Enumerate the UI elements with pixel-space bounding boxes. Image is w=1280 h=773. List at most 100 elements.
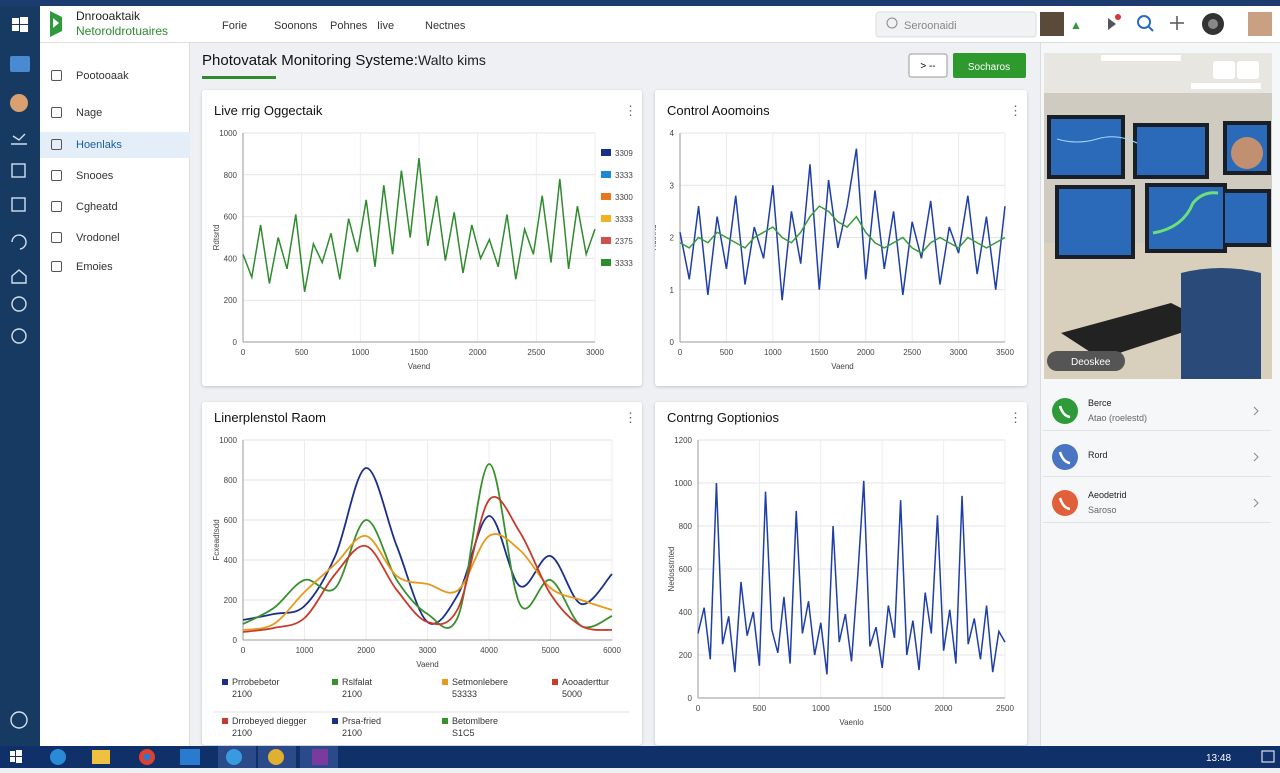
x-tick-label: 1500 (810, 348, 828, 357)
contact-detail: Saroso (1088, 505, 1117, 515)
x-tick-label: 500 (753, 704, 767, 713)
search-placeholder: Seroonaidi (904, 20, 957, 32)
y-axis-label: Rdtsrtd (212, 225, 221, 251)
x-tick-label: 2500 (996, 704, 1014, 713)
contact-item[interactable]: Berce Atao (roelestd) (1043, 387, 1271, 431)
sidebar-icon (51, 70, 62, 81)
y-tick-label: 800 (224, 171, 238, 180)
x-tick-label: 2500 (527, 348, 545, 357)
sidebar-icon (51, 107, 62, 118)
chart: Live rrig Oggectaik ⋮ 0 200 400 600 800 1000 0 50… (212, 103, 637, 371)
legend-note: S1C5 (452, 728, 475, 738)
x-tick-label: 5000 (542, 646, 560, 655)
nav-link[interactable]: Forie (222, 20, 247, 32)
sidebar-icon (51, 201, 62, 212)
x-tick-label: 1000 (764, 348, 782, 357)
y-axis-label: Rdtnrtd (655, 224, 658, 250)
right-panel: Deoskee (1040, 43, 1280, 746)
y-tick-label: 0 (688, 694, 693, 703)
contact-avatar (1052, 398, 1078, 424)
add-icon[interactable] (1170, 16, 1184, 30)
sidebar-label: Emoies (76, 261, 113, 273)
icon-rail (0, 6, 40, 746)
legend-label: 3333 (615, 259, 633, 268)
chart-card: Live rrig Oggectaik ⋮ 0 200 400 600 800 1000 0 50… (202, 90, 642, 386)
sidebar-item[interactable]: Nage (40, 100, 190, 126)
y-axis-label: Fcxeadtsdd (212, 519, 221, 560)
y-tick-label: 600 (224, 213, 238, 222)
nav-link[interactable]: Soonons (274, 20, 318, 32)
legend-note: 2100 (232, 728, 252, 738)
x-tick-label: 0 (696, 704, 701, 713)
x-tick-label: 0 (241, 646, 246, 655)
chart: Contrng Goptionios ⋮ 0 200 400 600 800 1000 1200… (667, 410, 1022, 727)
nav-link[interactable]: Iive (377, 20, 394, 32)
x-tick-label: 3500 (996, 348, 1014, 357)
x-tick-label: 1500 (873, 704, 891, 713)
search-icon[interactable] (1137, 15, 1151, 29)
legend-label: Betomlbere (452, 716, 498, 726)
chart: Control Aoomoins ⋮ 0 1 2 3 4 0 500 1000 1500 2000 25… (655, 103, 1022, 371)
user-avatar[interactable] (1248, 12, 1272, 36)
nav-icon[interactable] (1108, 18, 1116, 30)
x-tick-label: 2500 (903, 348, 921, 357)
nav-bar: Dnrooaktaik Netoroldrotuaires Forie Soono… (50, 9, 1272, 38)
chart-title: Control Aoomoins (667, 103, 770, 118)
chart-title: Contrng Goptionios (667, 410, 780, 425)
secondary-button-label: > -- (920, 61, 935, 72)
sidebar-icon (51, 139, 62, 150)
sidebar-label: Snooes (76, 170, 114, 182)
photo: Deoskee (1044, 53, 1272, 379)
sidebar-item[interactable]: Pootooaak (40, 63, 190, 89)
sidebar-item[interactable]: Vrodonel (40, 225, 190, 251)
x-axis-label: Vaend (416, 660, 439, 669)
legend-swatch (332, 718, 338, 724)
x-axis-label: Vaend (408, 362, 431, 371)
sidebar-item[interactable]: Snooes (40, 163, 190, 189)
search-box[interactable] (875, 11, 1037, 38)
contact-avatar (1052, 444, 1078, 470)
x-tick-label: 0 (678, 348, 683, 357)
data-line (679, 148, 1006, 301)
secondary-button[interactable] (908, 53, 948, 78)
contact-item[interactable]: Rord (1043, 433, 1271, 477)
chevron (1253, 498, 1259, 508)
y-tick-label: 400 (224, 556, 238, 565)
x-axis-label: Vaenlo (839, 718, 864, 727)
y-tick-label: 2 (670, 234, 675, 243)
nav-link[interactable]: Nectnes (425, 20, 466, 32)
page-subtitle: Walto kims (418, 52, 486, 68)
taskbar-svg: 13:48 (10, 746, 1275, 768)
legend-note: 5000 (562, 689, 582, 699)
legend-label: 3309 (615, 149, 633, 158)
x-tick-label: 1000 (812, 704, 830, 713)
menu-dots: ⋮ (1009, 410, 1022, 425)
primary-button[interactable] (953, 53, 1026, 78)
legend-swatch (601, 193, 611, 200)
y-tick-label: 0 (233, 338, 238, 347)
data-line (242, 533, 613, 631)
sidebar-item[interactable]: Hoenlaks (40, 132, 190, 158)
x-tick-label: 1000 (296, 646, 314, 655)
sidebar-item[interactable]: Cgheatd (40, 194, 190, 220)
top-nav: Dnrooaktaik Netoroldrotuaires Forie Soono… (40, 6, 1280, 43)
nav-link[interactable]: Pohnes (330, 20, 368, 32)
top-strip (0, 0, 1280, 6)
y-tick-label: 800 (224, 476, 238, 485)
logo-title: Dnrooaktaik (76, 9, 141, 23)
sidebar: Pootooaak Nage Hoenlaks Snooes Cgheatd Vrodon… (40, 43, 190, 746)
y-tick-label: 200 (224, 596, 238, 605)
contact-item[interactable]: Aeodetrid Saroso (1043, 479, 1271, 523)
data-line (697, 480, 1006, 675)
y-tick-label: 1000 (674, 479, 692, 488)
sidebar-label: Hoenlaks (76, 139, 122, 151)
contact-icon (1058, 451, 1071, 465)
chart-card: Control Aoomoins ⋮ 0 1 2 3 4 0 500 1000 1500 2000 25… (655, 90, 1027, 386)
avatar[interactable] (1040, 12, 1064, 36)
contact-avatar (1052, 490, 1078, 516)
sidebar-icon (51, 170, 62, 181)
sidebar-item[interactable]: Emoies (40, 254, 190, 280)
legend-swatch (601, 237, 611, 244)
legend-swatch (552, 679, 558, 685)
chart-title: Linerplenstol Raom (214, 410, 326, 425)
